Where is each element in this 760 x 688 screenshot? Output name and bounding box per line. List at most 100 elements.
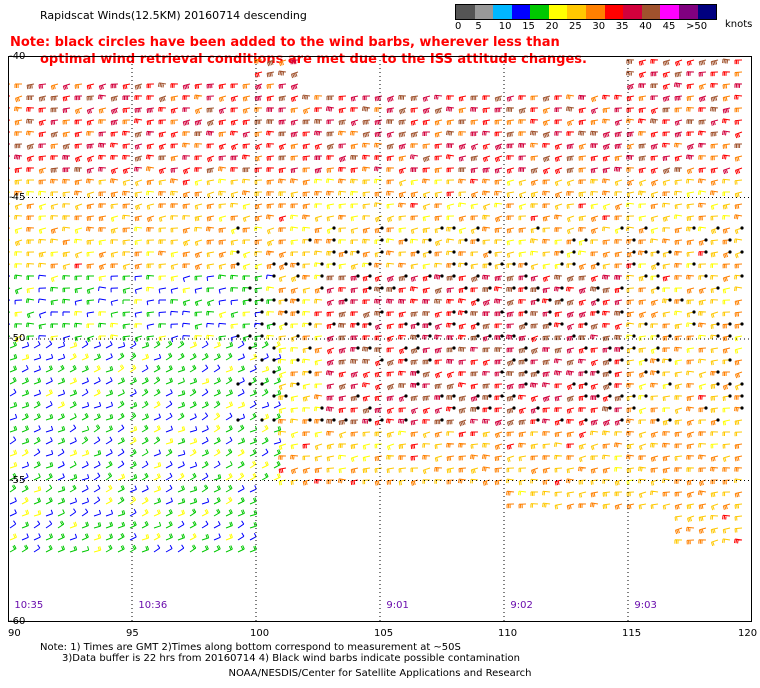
contamination-dot <box>320 418 324 422</box>
contamination-dot <box>356 322 360 326</box>
contamination-dot <box>464 262 468 266</box>
legend-color-bar <box>455 4 717 20</box>
contamination-dot <box>644 274 648 278</box>
note-line-2: optimal wind retrieval conditions are me… <box>40 52 587 67</box>
contamination-dot <box>416 382 420 386</box>
contamination-dot <box>596 286 600 290</box>
contamination-dot <box>512 262 516 266</box>
contamination-dot <box>248 334 252 338</box>
contamination-dot <box>452 274 456 278</box>
contamination-dot <box>236 334 240 338</box>
contamination-dot <box>332 418 336 422</box>
contamination-dot <box>500 334 504 338</box>
contamination-dot <box>524 310 528 314</box>
contamination-dot <box>248 382 252 386</box>
contamination-dot <box>668 358 672 362</box>
legend-swatch <box>697 5 717 19</box>
contamination-dot <box>296 358 300 362</box>
contamination-dot <box>356 274 360 278</box>
contamination-dot <box>296 382 300 386</box>
contamination-dot <box>572 250 576 254</box>
contamination-dot <box>416 250 420 254</box>
legend-swatch <box>530 5 549 19</box>
contamination-dot <box>524 358 528 362</box>
legend-swatch <box>567 5 587 19</box>
contamination-dot <box>452 250 456 254</box>
contamination-dot <box>476 298 480 302</box>
contamination-dot <box>296 310 300 314</box>
contamination-dot <box>512 358 516 362</box>
contamination-dot <box>656 274 660 278</box>
longitude-label: 90 <box>8 628 21 639</box>
contamination-dot <box>404 238 408 242</box>
contamination-dot <box>512 286 516 290</box>
contamination-dot <box>644 226 648 230</box>
contamination-dot <box>368 418 372 422</box>
contamination-dot <box>452 310 456 314</box>
contamination-dot <box>560 250 564 254</box>
wind-barb-group <box>8 178 743 547</box>
contamination-dot <box>524 262 528 266</box>
contamination-dot <box>728 250 732 254</box>
contamination-dot <box>512 394 516 398</box>
contamination-dot <box>476 322 480 326</box>
contamination-dot <box>320 286 324 290</box>
legend-label: 25 <box>569 21 582 32</box>
legend-labels: 0 5 10 15 20 25 30 35 40 45 >50 <box>455 20 717 34</box>
contamination-dot <box>464 286 468 290</box>
contamination-dot <box>704 238 708 242</box>
legend-swatch <box>548 5 568 19</box>
footer-notes: Note: 1) Times are GMT 2)Times along bot… <box>40 642 520 664</box>
contamination-dot <box>416 346 420 350</box>
contamination-dot <box>332 238 336 242</box>
contamination-dot <box>380 358 384 362</box>
contamination-dot <box>620 286 624 290</box>
contamination-dot <box>680 298 684 302</box>
contamination-dot <box>428 334 432 338</box>
contamination-dot <box>524 322 528 326</box>
longitude-label: 100 <box>250 628 270 639</box>
latitude-label: -40 <box>9 51 26 62</box>
contamination-dot <box>296 298 300 302</box>
contamination-dot <box>248 346 252 350</box>
contamination-dot <box>500 262 504 266</box>
contamination-dot <box>272 298 276 302</box>
contamination-dot <box>740 274 744 278</box>
contamination-dot <box>500 310 504 314</box>
contamination-dot <box>272 274 276 278</box>
contamination-dot <box>692 226 696 230</box>
contamination-dot <box>632 238 636 242</box>
contamination-dot <box>368 274 372 278</box>
contamination-dot <box>536 418 540 422</box>
map-title: Rapidscat Winds(12.5KM) 20160714 descend… <box>40 9 307 22</box>
contamination-dot <box>380 418 384 422</box>
contamination-dot <box>404 346 408 350</box>
contamination-dot <box>488 262 492 266</box>
contamination-dot <box>404 394 408 398</box>
contamination-dot <box>440 274 444 278</box>
longitude-label: 120 <box>738 628 758 639</box>
contamination-dot <box>272 358 276 362</box>
contamination-dot <box>608 382 612 386</box>
contamination-dot <box>344 250 348 254</box>
contamination-dot <box>488 394 492 398</box>
legend-swatch <box>660 5 679 19</box>
contamination-dot <box>632 250 636 254</box>
contamination-dot <box>476 274 480 278</box>
contamination-dot <box>260 334 264 338</box>
contamination-dot <box>476 334 480 338</box>
contamination-dot <box>260 310 264 314</box>
legend-label: 5 <box>475 21 482 32</box>
contamination-dot <box>476 226 480 230</box>
contamination-dot <box>572 238 576 242</box>
contamination-dot <box>728 382 732 386</box>
legend-swatch <box>474 5 494 19</box>
contamination-dot <box>308 322 312 326</box>
contamination-dot <box>320 406 324 410</box>
time-label: 9:02 <box>510 600 533 611</box>
contamination-dot <box>584 370 588 374</box>
contamination-dot <box>728 334 732 338</box>
contamination-note: Note: black circles have been added to t… <box>10 34 587 68</box>
contamination-dot <box>440 226 444 230</box>
contamination-dot <box>728 358 732 362</box>
